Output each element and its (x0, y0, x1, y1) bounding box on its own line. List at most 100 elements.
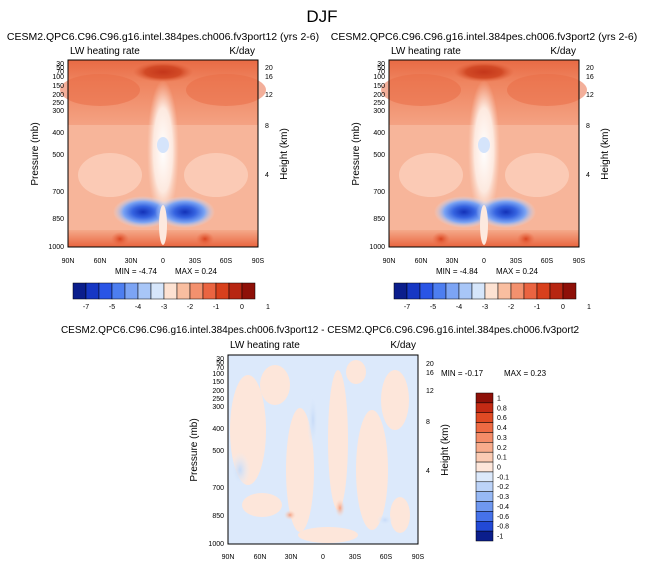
y-tick: 200 (52, 92, 64, 99)
y-tick: 30 (216, 356, 224, 363)
x-tick: 0 (161, 258, 165, 265)
colorbar-cell (562, 282, 577, 300)
colorbar-label: -0.2 (497, 484, 509, 491)
y-tick: 500 (212, 448, 224, 455)
colorbar-label: -0.6 (497, 514, 509, 521)
colorbar-cell (475, 521, 494, 532)
panel-3-max: MAX = 0.23 (504, 369, 547, 378)
colorbar-cell (419, 282, 434, 300)
colorbar-cell (475, 432, 494, 443)
colorbar-cell (176, 282, 191, 300)
colorbar-difference: 1 0.8 0.6 0.4 0.3 0.2 0.1 0 -0.1 -0.2 -0.3 -0.4 -0.6… (475, 392, 509, 542)
y-tick-right: 16 (586, 74, 594, 81)
y-tick: 400 (212, 426, 224, 433)
panel-3-field-label: LW heating rate (230, 340, 300, 351)
colorbar-label: -0.8 (497, 524, 509, 531)
panel-1-min: MIN = -4.74 (115, 267, 158, 276)
y-tick-right: 8 (586, 123, 590, 130)
colorbar-label: -7 (404, 304, 410, 311)
colorbar-cell (111, 282, 126, 300)
y-tick-right: 4 (426, 468, 430, 475)
panel-2-heatmap (381, 60, 587, 247)
x-tick: 30S (189, 258, 202, 265)
colorbar-cell (475, 412, 494, 423)
y-tick: 250 (212, 396, 224, 403)
colorbar-cell (475, 451, 494, 463)
colorbar-cell (445, 282, 460, 300)
y-tick: 300 (52, 108, 64, 115)
colorbar-cell (393, 282, 408, 300)
colorbar-label: -4 (456, 304, 462, 311)
panel-2-y-ticks: 30 50 70 100 150 200 250 300 400 500 700… (369, 61, 385, 251)
colorbar-cell (228, 282, 243, 300)
y-tick: 700 (373, 189, 385, 196)
panel-2-ylabel-right: Height (km) (600, 128, 611, 180)
panel-1-field-label: LW heating rate (70, 46, 140, 57)
colorbar-cell (189, 282, 204, 300)
colorbar-label: 0.3 (497, 435, 507, 442)
colorbar-cell (475, 422, 494, 433)
colorbar-label: -0.4 (497, 504, 509, 511)
y-tick-right: 8 (426, 419, 430, 426)
x-tick: 0 (321, 554, 325, 561)
figure-title: DJF (306, 7, 337, 26)
y-tick-right: 12 (586, 92, 594, 99)
colorbar-cell (475, 501, 494, 512)
panel-3-units: K/day (390, 340, 416, 351)
y-tick: 300 (212, 404, 224, 411)
panel-2: CESM2.QPC6.C96.C96.g16.intel.384pes.ch00… (331, 31, 637, 276)
x-tick: 60N (415, 258, 428, 265)
panel-3-y-ticks-right: 20 16 12 8 4 (426, 361, 434, 475)
colorbar-label: 0 (497, 465, 501, 472)
x-tick: 30S (349, 554, 362, 561)
y-tick-right: 20 (426, 361, 434, 368)
y-tick: 50 (377, 65, 385, 72)
colorbar-cell (523, 282, 538, 300)
x-tick: 30N (125, 258, 138, 265)
y-tick: 700 (52, 189, 64, 196)
panel-3: CESM2.QPC6.C96.C96.g16.intel.384pes.ch00… (61, 325, 580, 561)
colorbar-cell (85, 282, 100, 300)
colorbar-label: 0 (561, 304, 565, 311)
colorbar-cell (510, 282, 525, 300)
colorbar-cell (475, 481, 494, 492)
panel-3-min: MIN = -0.17 (441, 369, 484, 378)
panel-2-max: MAX = 0.24 (496, 267, 539, 276)
colorbar-cell (475, 511, 494, 522)
y-tick: 70 (56, 69, 64, 76)
panel-3-title: CESM2.QPC6.C96.C96.g16.intel.384pes.ch00… (61, 325, 580, 336)
colorbar-label: -1 (497, 534, 503, 541)
colorbar-cell (458, 282, 473, 300)
y-tick: 30 (377, 61, 385, 68)
y-tick: 850 (212, 513, 224, 520)
y-tick: 1000 (48, 244, 64, 251)
panel-1-ylabel: Pressure (mb) (30, 122, 41, 185)
colorbar-label: 1 (497, 395, 501, 402)
y-tick: 250 (373, 100, 385, 107)
x-tick: 60S (380, 554, 393, 561)
y-tick: 200 (373, 92, 385, 99)
y-tick-right: 4 (265, 172, 269, 179)
panel-2-y-ticks-right: 20 16 12 8 4 (586, 65, 594, 179)
x-tick: 30N (285, 554, 298, 561)
y-tick: 150 (52, 83, 64, 90)
panel-2-ylabel: Pressure (mb) (351, 122, 362, 185)
colorbar-cell (432, 282, 447, 300)
colorbar-cell (475, 402, 494, 413)
y-tick: 150 (373, 83, 385, 90)
y-tick: 100 (212, 371, 224, 378)
panel-2-title: CESM2.QPC6.C96.C96.g16.intel.384pes.ch00… (331, 31, 637, 43)
y-tick: 850 (373, 216, 385, 223)
x-tick: 60S (220, 258, 233, 265)
colorbar-label: 0.8 (497, 405, 507, 412)
colorbar-label: 0.6 (497, 415, 507, 422)
x-tick: 90S (412, 554, 425, 561)
panel-3-ylabel: Pressure (mb) (189, 418, 200, 481)
colorbar-label: -2 (508, 304, 514, 311)
colorbar-cell (475, 491, 494, 502)
colorbar-label: -0.3 (497, 494, 509, 501)
panel-2-units: K/day (550, 46, 576, 57)
y-tick: 50 (56, 65, 64, 72)
panel-1-title: CESM2.QPC6.C96.C96.g16.intel.384pes.ch00… (7, 31, 319, 43)
